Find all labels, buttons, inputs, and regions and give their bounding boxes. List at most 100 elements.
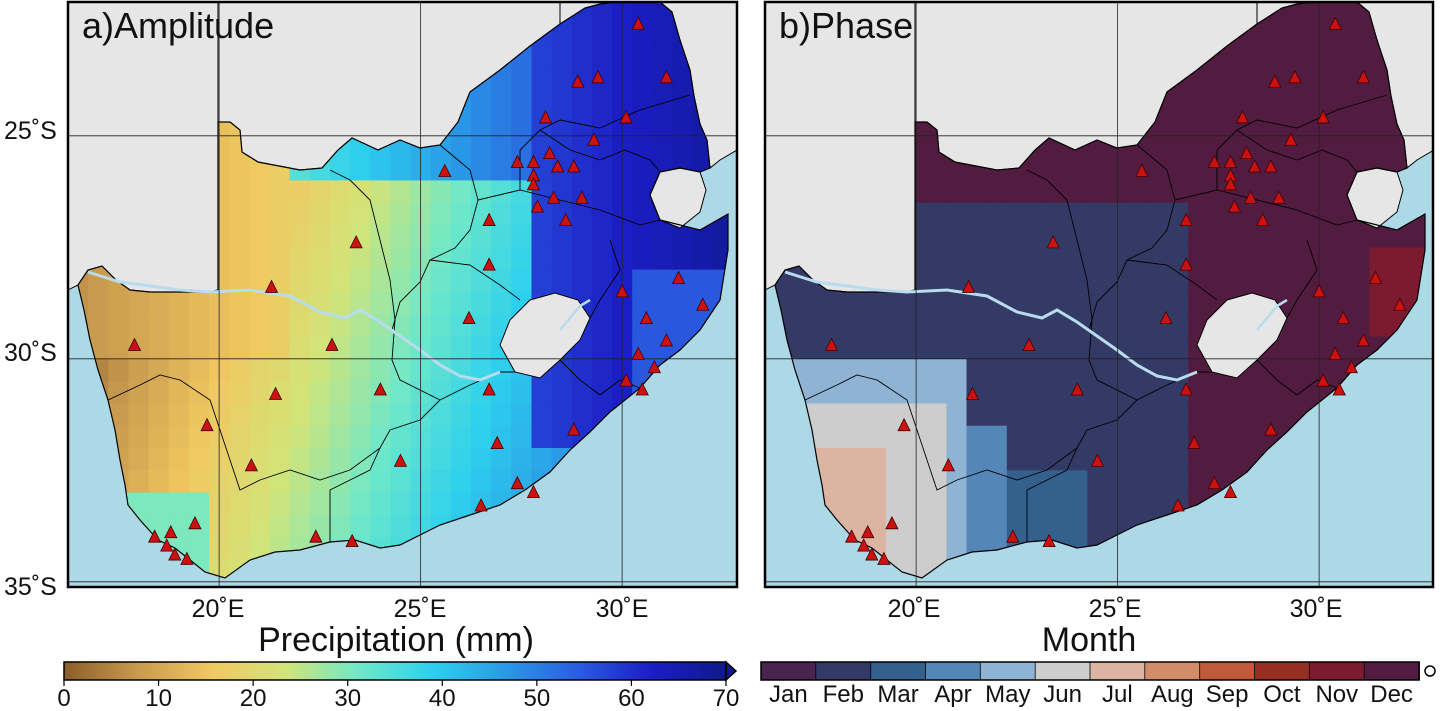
field-cell <box>1248 135 1270 159</box>
field-cell <box>632 46 653 70</box>
field-cell <box>1047 381 1068 404</box>
phase-colorbar-cell <box>870 661 927 681</box>
field-cell <box>249 225 271 248</box>
field-cell <box>1288 202 1310 226</box>
field-cell <box>652 247 674 271</box>
field-cell <box>289 202 311 226</box>
field-cell <box>1329 24 1350 48</box>
field-cell <box>390 425 412 449</box>
longitude-tick-labels: 20˚E 25˚E 30˚E 20˚E 25˚E 30˚E <box>192 595 1343 623</box>
field-cell <box>289 336 311 360</box>
field-cell <box>986 225 1008 248</box>
field-cell <box>350 314 371 338</box>
field-cell <box>229 291 250 315</box>
lat-tick-25: 25˚S <box>4 117 57 145</box>
field-cell <box>249 470 271 494</box>
field-cell <box>1268 381 1290 404</box>
field-cell <box>249 514 271 538</box>
phase-colorbar-cell <box>1144 661 1201 681</box>
field-cell <box>329 291 351 315</box>
field-cell <box>1027 202 1048 226</box>
field-cell <box>1329 358 1350 382</box>
field-cell <box>825 291 847 315</box>
field-cell <box>1248 403 1270 427</box>
station-marker <box>373 382 387 396</box>
field-cell <box>591 158 613 181</box>
station-marker <box>659 333 674 347</box>
field-cell <box>229 158 250 181</box>
field-cell <box>1228 425 1250 449</box>
field-cell <box>430 358 452 382</box>
field-cell <box>531 403 553 427</box>
field-cell <box>329 358 351 382</box>
field-cell <box>1147 492 1169 516</box>
field-cell <box>1369 113 1391 137</box>
field-cell <box>168 336 190 360</box>
station-marker <box>474 498 488 512</box>
field-cell <box>289 358 311 382</box>
station-marker <box>1272 190 1286 204</box>
field-cell <box>885 314 907 338</box>
field-cell <box>632 113 653 137</box>
field-cell <box>249 537 271 561</box>
lon-tick-b-20: 20˚E <box>888 595 941 623</box>
field-cell <box>591 225 613 248</box>
field-cell <box>885 291 907 315</box>
field-cell <box>390 291 412 315</box>
field-cell <box>531 381 553 404</box>
field-cell <box>1369 91 1391 115</box>
field-cell <box>1067 180 1089 204</box>
station-marker <box>1288 69 1302 84</box>
field-cell <box>986 492 1008 516</box>
field-cell <box>491 135 512 159</box>
field-cell <box>430 314 452 338</box>
field-cell <box>986 425 1008 449</box>
station-marker <box>1316 110 1330 124</box>
field-cell <box>926 514 947 538</box>
phase-colorbar-frame <box>760 661 1420 681</box>
field-cell <box>652 269 674 293</box>
field-cell <box>249 180 271 204</box>
field-cell <box>825 381 847 404</box>
field-cell <box>1349 225 1371 248</box>
field-cell <box>672 68 694 92</box>
field-cell <box>269 291 291 315</box>
field-cell <box>632 180 653 204</box>
province-border <box>1126 259 1218 301</box>
coastline <box>77 2 729 579</box>
field-cell <box>1349 24 1371 48</box>
field-cell <box>430 403 452 427</box>
field-cell <box>966 470 988 494</box>
field-cell <box>491 381 512 404</box>
station-marker <box>349 234 363 249</box>
field-cell <box>1087 225 1109 248</box>
station-marker <box>530 199 545 213</box>
field-cell <box>1188 247 1209 271</box>
field-cell <box>1188 68 1209 92</box>
station-marker <box>1070 382 1084 396</box>
field-cell <box>1268 403 1290 427</box>
field-cell <box>946 425 968 449</box>
orange-river <box>784 270 1198 382</box>
field-cell <box>1006 403 1028 427</box>
field-cell <box>966 225 988 248</box>
field-cell <box>148 358 170 382</box>
field-cell <box>1087 336 1109 360</box>
province-border <box>804 374 1078 491</box>
field-cell <box>946 291 968 315</box>
province-border <box>1026 399 1138 542</box>
phase-colorbar-cell <box>925 661 982 681</box>
field-cell <box>845 470 867 494</box>
field-cell <box>1268 225 1290 248</box>
field-cell <box>551 46 573 70</box>
field-cell <box>1047 291 1068 315</box>
field-cell <box>551 381 573 404</box>
field-cell <box>865 448 887 471</box>
station-marker <box>587 132 601 146</box>
field-cell <box>1329 269 1350 293</box>
field-cell <box>946 202 968 226</box>
field-cell <box>775 291 786 315</box>
field-cell <box>845 403 867 427</box>
field-cell <box>1349 247 1371 271</box>
field-cell <box>571 381 593 404</box>
